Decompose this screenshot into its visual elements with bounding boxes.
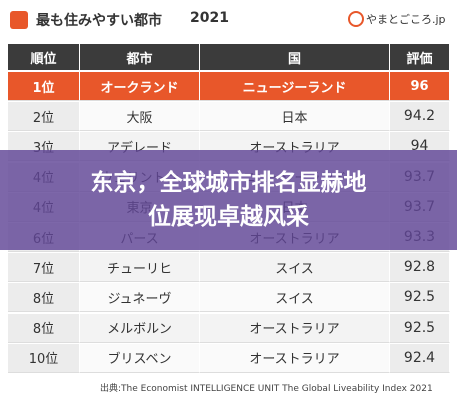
table-cell: メルボルン <box>80 313 200 343</box>
title: 最も住みやすい都市 <box>36 13 162 29</box>
table-cell: 10位 <box>8 343 80 373</box>
logo-icon <box>348 11 364 27</box>
column-header: 都市 <box>80 44 200 70</box>
logo: やまとごころ.jp <box>366 13 446 26</box>
table-cell: ブリスベン <box>80 343 200 373</box>
banner-line: 东京，全球城市排名显赫地 <box>90 170 367 196</box>
table-cell: 92.5 <box>390 313 450 343</box>
table-cell: オーストラリア <box>200 313 390 343</box>
table-cell: 7位 <box>8 253 80 283</box>
table-cell: 8位 <box>8 313 80 343</box>
table-cell: 大阪 <box>80 102 200 132</box>
column-header: 評価 <box>390 44 450 70</box>
table-cell: 日本 <box>200 102 390 132</box>
column-header: 順位 <box>8 44 80 70</box>
table-cell: 92.5 <box>390 283 450 313</box>
table-cell: 96 <box>390 72 450 101</box>
table-cell: ニュージーランド <box>200 72 390 101</box>
table-cell: チューリヒ <box>80 253 200 283</box>
table-cell: スイス <box>200 283 390 313</box>
table-cell: 2位 <box>8 102 80 132</box>
table-cell: 1位 <box>8 72 80 101</box>
table-cell: 94.2 <box>390 102 450 132</box>
table-cell: 92.4 <box>390 343 450 373</box>
column-header: 国 <box>200 44 390 70</box>
title-icon <box>10 11 28 29</box>
table-cell: ジュネーヴ <box>80 283 200 313</box>
title-year: 2021 <box>190 10 229 26</box>
table-cell: 8位 <box>8 283 80 313</box>
table-cell: スイス <box>200 253 390 283</box>
source: 出典:The Economist INTELLIGENCE UNIT The G… <box>100 384 433 394</box>
table-cell: オークランド <box>80 72 200 101</box>
banner-line: 位展现卓越风采 <box>148 204 309 230</box>
table-cell: オーストラリア <box>200 343 390 373</box>
banner: 东京，全球城市排名显赫地 位展现卓越风采 <box>0 150 457 250</box>
table-cell: 92.8 <box>390 253 450 283</box>
